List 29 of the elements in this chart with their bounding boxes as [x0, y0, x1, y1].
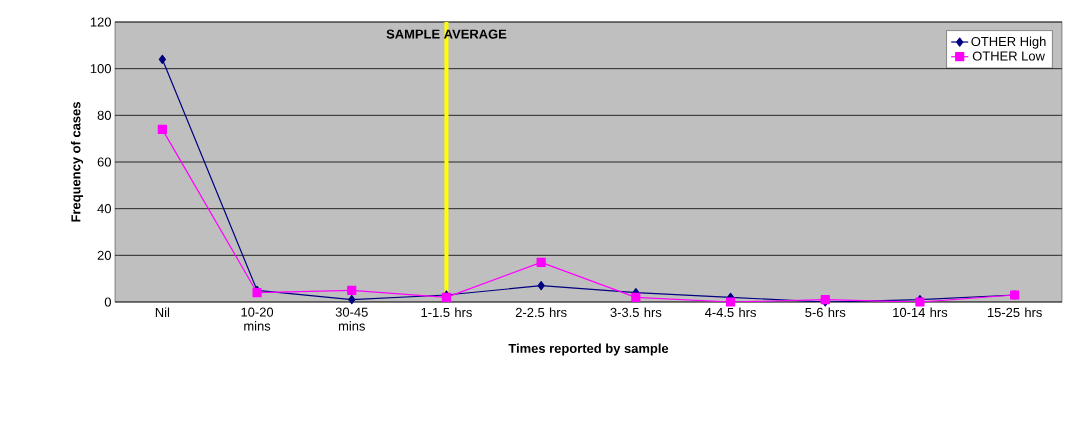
point [537, 281, 545, 291]
legend-label: OTHER High [971, 36, 1046, 49]
point [158, 54, 166, 64]
y-tick-label: 40 [97, 204, 111, 214]
x-tick-label: 2-2.5 hrs [515, 307, 567, 318]
x-tick-label: 30-45 mins [335, 307, 368, 331]
x-tick-label: Nil [155, 307, 170, 317]
x-tick-label: 5-6 hrs [805, 307, 846, 318]
legend-label: OTHER Low [972, 51, 1045, 61]
x-tick-label: 15-25 hrs [987, 307, 1042, 318]
x-tick-label: 3-3.5 hrs [610, 307, 662, 318]
y-tick-label: 20 [97, 250, 111, 260]
y-tick-label: 60 [97, 157, 111, 167]
x-axis-title: Times reported by sample [508, 343, 669, 356]
point [725, 297, 736, 307]
y-tick-label: 80 [97, 110, 111, 120]
point [536, 257, 546, 267]
x-tick-label: 10-14 hrs [893, 307, 948, 318]
y-axis-title: Frequency of cases [70, 102, 84, 222]
y-tick-label: 0 [104, 297, 111, 307]
x-tick-label: 4-4.5 hrs [704, 307, 756, 318]
y-tick-label: 100 [90, 64, 111, 74]
point [631, 292, 641, 302]
point [347, 285, 357, 295]
point [157, 124, 167, 134]
y-tick-label: 120 [90, 17, 111, 27]
x-tick-label: 10-20 mins [241, 307, 274, 331]
point [348, 295, 356, 305]
x-tick-label: 1-1.5 hrs [421, 307, 472, 318]
